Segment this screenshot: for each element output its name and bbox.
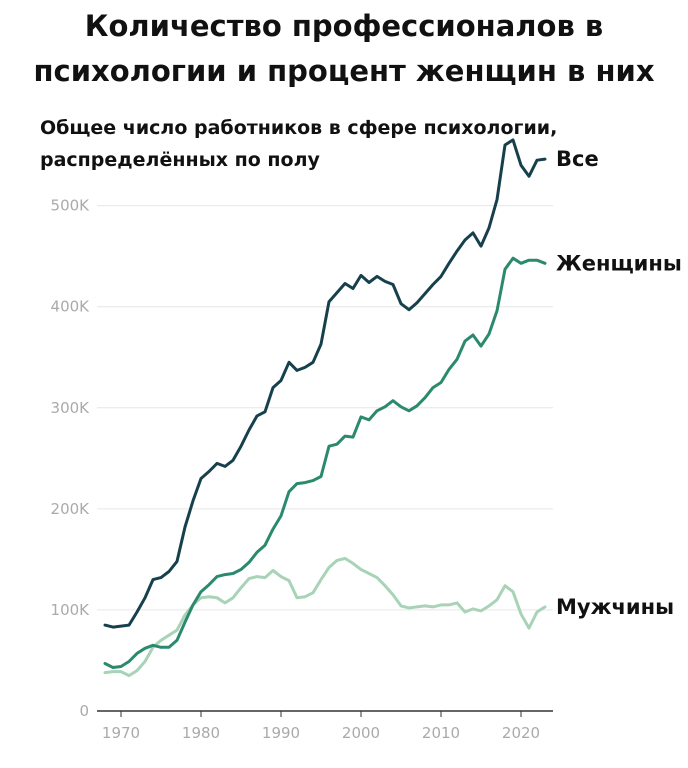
chart-title: Количество профессионалов в психологии и… — [0, 4, 688, 94]
series-label: Все — [556, 147, 599, 171]
chart-subtitle-line-1: Общее число работников в сфере психологи… — [40, 117, 558, 139]
y-tick-label: 500K — [51, 197, 91, 215]
chart-subtitle: Общее число работников в сфере психологи… — [40, 112, 660, 176]
series-line-Все — [103, 138, 547, 629]
y-tick-label: 400K — [51, 298, 91, 316]
chart-title-line-2: психологии и процент женщин в них — [33, 54, 655, 88]
y-tick-label: 100K — [51, 601, 91, 619]
series-line-Мужчины — [103, 556, 547, 678]
chart-subtitle-line-2: распределённых по полу — [40, 149, 320, 171]
x-tick-label: 2000 — [342, 724, 380, 742]
series-label: Мужчины — [556, 595, 674, 619]
series-label: Женщины — [556, 251, 682, 275]
axes: 0 100K 200K 300K 400K 500K 1970 1980 1990 2000 201… — [51, 197, 553, 742]
y-tick-label: 300K — [51, 399, 91, 417]
x-tick-label: 2020 — [502, 724, 540, 742]
x-tick-label: 1970 — [102, 724, 140, 742]
gridlines — [97, 205, 553, 611]
y-tick-label: 200K — [51, 500, 91, 518]
x-tick-label: 1980 — [182, 724, 220, 742]
x-tick-label: 2010 — [422, 724, 460, 742]
chart-title-line-1: Количество профессионалов в — [84, 9, 604, 43]
series-labels: Все Женщины Мужчины — [556, 147, 682, 619]
x-tick-label: 1990 — [262, 724, 300, 742]
series-line-Женщины — [103, 256, 547, 669]
series-lines — [103, 138, 547, 678]
y-tick-label: 0 — [79, 702, 89, 720]
